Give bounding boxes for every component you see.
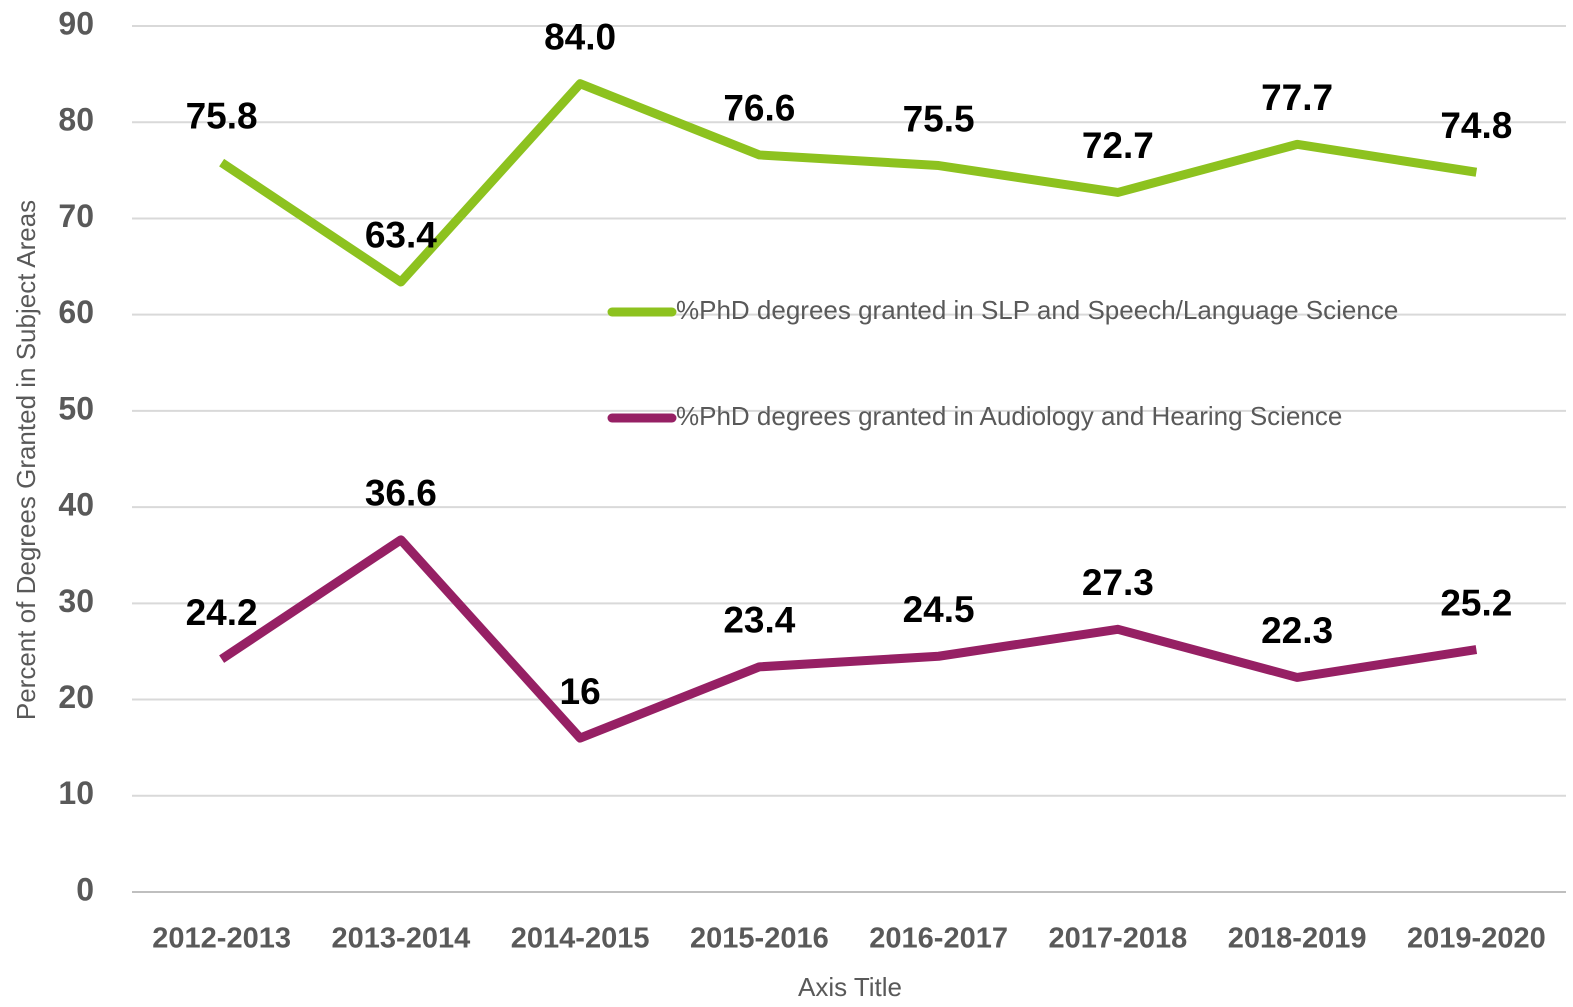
y-tick-label: 30 xyxy=(58,583,94,619)
y-tick-label: 40 xyxy=(58,487,94,523)
x-axis-title: Axis Title xyxy=(798,972,902,1002)
x-tick-label: 2015-2016 xyxy=(690,923,829,955)
y-tick-label: 0 xyxy=(76,871,94,907)
y-tick-label: 60 xyxy=(58,294,94,330)
data-label: 84.0 xyxy=(544,17,616,58)
x-tick-label: 2018-2019 xyxy=(1228,923,1367,955)
x-tick-label: 2019-2020 xyxy=(1407,923,1546,955)
data-label: 16 xyxy=(560,671,601,712)
data-label: 23.4 xyxy=(723,600,795,641)
data-label: 63.4 xyxy=(365,215,437,256)
legend-label: %PhD degrees granted in Audiology and He… xyxy=(676,401,1342,431)
x-tick-label: 2016-2017 xyxy=(869,923,1008,955)
y-tick-label: 70 xyxy=(58,198,94,234)
data-label: 27.3 xyxy=(1082,562,1154,603)
data-label: 75.5 xyxy=(903,98,975,139)
legend-label: %PhD degrees granted in SLP and Speech/L… xyxy=(676,295,1398,325)
data-label: 24.5 xyxy=(903,589,975,630)
x-tick-label: 2014-2015 xyxy=(511,923,650,955)
y-axis-title: Percent of Degrees Granted in Subject Ar… xyxy=(11,200,41,720)
y-tick-label: 90 xyxy=(58,5,94,41)
data-label: 74.8 xyxy=(1440,105,1512,146)
y-tick-label: 50 xyxy=(58,390,94,426)
data-label: 76.6 xyxy=(723,88,795,129)
y-tick-label: 20 xyxy=(58,679,94,715)
data-label: 25.2 xyxy=(1440,582,1512,623)
x-tick-label: 2013-2014 xyxy=(332,923,471,955)
x-tick-label: 2012-2013 xyxy=(152,923,291,955)
y-tick-label: 10 xyxy=(58,775,94,811)
series-line xyxy=(219,79,1478,287)
data-label: 36.6 xyxy=(365,473,437,514)
data-label: 24.2 xyxy=(186,592,258,633)
data-label: 72.7 xyxy=(1082,125,1154,166)
data-label: 77.7 xyxy=(1261,77,1333,118)
series-line xyxy=(219,535,1478,743)
data-label: 22.3 xyxy=(1261,610,1333,651)
y-tick-label: 80 xyxy=(58,102,94,138)
x-tick-label: 2017-2018 xyxy=(1049,923,1188,955)
data-label: 75.8 xyxy=(186,95,258,136)
